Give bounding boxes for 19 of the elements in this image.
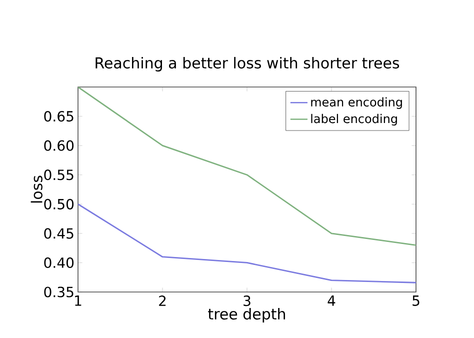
x-tick-label: 1 xyxy=(75,296,82,306)
y-tick-label: 0.40 xyxy=(44,257,74,268)
line-series xyxy=(78,203,416,284)
y-tick-label: 0.45 xyxy=(44,228,74,239)
line-series xyxy=(78,87,416,246)
y-axis-title: loss xyxy=(30,176,42,203)
chart-title: Reaching a better loss with shorter trees xyxy=(96,56,400,72)
x-axis-title: tree depth xyxy=(208,308,286,323)
y-tick-label: 0.65 xyxy=(44,110,74,122)
y-tick-label: 0.55 xyxy=(44,170,74,180)
x-tick-label: 3 xyxy=(244,296,250,306)
legend-label: label encoding xyxy=(311,114,397,126)
y-tick-label: 0.60 xyxy=(44,140,74,151)
x-tick-label: 2 xyxy=(159,296,166,306)
legend-label: mean encoding xyxy=(311,97,402,109)
x-tick-label: 5 xyxy=(412,296,420,306)
x-tick-label: 4 xyxy=(328,296,336,306)
y-tick-label: 0.35 xyxy=(44,286,74,298)
y-tick-label: 0.50 xyxy=(44,198,74,210)
